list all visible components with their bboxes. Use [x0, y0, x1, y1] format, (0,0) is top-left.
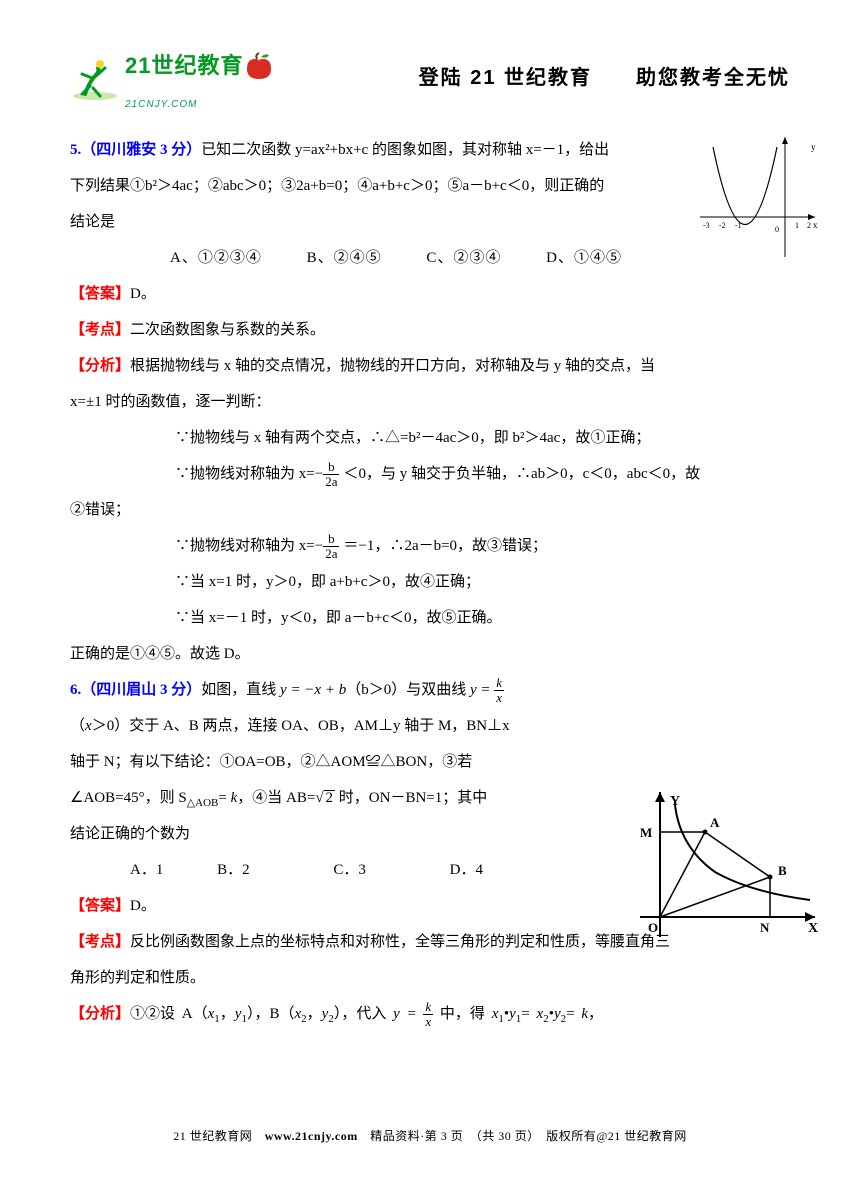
svg-text:1: 1	[795, 221, 799, 230]
q6-stem-line5: 结论正确的个数为	[70, 816, 600, 852]
svg-text:-2: -2	[719, 221, 726, 230]
q5-fenxi-2: x=±1 时的函数值，逐一判断：	[70, 384, 790, 420]
q5-stem-line3: 结论是	[70, 204, 670, 240]
q5-step3: ∵抛物线对称轴为 x=−b2a＝−1，∴2a－b=0，故③错误；	[70, 528, 790, 564]
svg-text:-1: -1	[735, 221, 742, 230]
svg-text:B: B	[778, 863, 787, 878]
svg-text:O: O	[648, 920, 658, 935]
svg-text:X: X	[808, 921, 818, 936]
q5-step4: ∵当 x=1 时，y＞0，即 a+b+c＞0，故④正确；	[70, 564, 790, 600]
content-body: y x -3 -2 -1 0 1 2 5.（四川雅安 3 分）已知二次函数 y=…	[70, 132, 790, 1032]
svg-text:2: 2	[807, 221, 811, 230]
runner-icon	[70, 56, 120, 101]
q6-stem-line4: ∠AOB=45°，则 S△AOB= k，④当 AB=√2 时，ON－BN=1；其…	[70, 780, 600, 816]
footer-url: www.21cnjy.com	[265, 1129, 358, 1143]
svg-text:x: x	[813, 220, 818, 230]
svg-text:0: 0	[775, 225, 779, 234]
svg-text:N: N	[760, 920, 770, 935]
q6-hyperbola-figure: Y X O M A B N	[620, 787, 820, 947]
q5-source: 5.（四川雅安 3 分）	[70, 142, 201, 158]
svg-text:M: M	[640, 825, 652, 840]
q5-answer: 【答案】D。	[70, 276, 790, 312]
q5-step1: ∵抛物线与 x 轴有两个交点，∴△=b²－4ac＞0，即 b²＞4ac，故①正确…	[70, 420, 790, 456]
q6-stem-line2: （x＞0）交于 A、B 两点，连接 OA、OB，AM⊥y 轴于 M，BN⊥x	[70, 708, 600, 744]
q6-fenxi: 【分析】①②设 A（x1，y1），B（x2，y2），代入 y = kx 中，得 …	[70, 996, 790, 1032]
logo: 21世纪教育 21CNJY.COM	[70, 40, 275, 117]
q5-parabola-figure: y x -3 -2 -1 0 1 2	[695, 132, 820, 262]
q5-step2: ∵抛物线对称轴为 x=−b2a＜0，与 y 轴交于负半轴，∴ab＞0，c＜0，a…	[70, 456, 790, 492]
q5-step2-wrong: ②错误；	[70, 492, 790, 528]
q6-stem-line3: 轴于 N；有以下结论：①OA=OB，②△AOM≌△BON，③若	[70, 744, 600, 780]
svg-text:A: A	[710, 815, 720, 830]
q6-kaodian2: 角形的判定和性质。	[70, 960, 790, 996]
svg-text:y: y	[811, 142, 816, 152]
logo-brand-text: 21世纪教育	[125, 40, 243, 93]
q6-stem-line1: 6.（四川眉山 3 分）如图，直线 y = −x + b（b＞0）与双曲线 y …	[70, 672, 600, 708]
q5-stem-line1: 5.（四川雅安 3 分）已知二次函数 y=ax²+bx+c 的图象如图，其对称轴…	[70, 132, 670, 168]
svg-text:-3: -3	[703, 221, 710, 230]
apple-icon	[243, 51, 275, 81]
page-header: 21世纪教育 21CNJY.COM 登陆 21 世纪教育 助您教考全无忧	[70, 40, 790, 117]
q5-options: A、①②③④ B、②④⑤ C、②③④ D、①④⑤	[70, 240, 790, 276]
page-footer: 21 世纪教育网 www.21cnjy.com 精品资料·第 3 页 （共 30…	[70, 1122, 790, 1151]
q5-fenxi-1: 【分析】根据抛物线与 x 轴的交点情况，抛物线的开口方向，对称轴及与 y 轴的交…	[70, 348, 790, 384]
q5-stem-line2: 下列结果①b²＞4ac；②abc＞0；③2a+b=0；④a+b+c＞0；⑤a－b…	[70, 168, 670, 204]
q5-kaodian: 【考点】二次函数图象与系数的关系。	[70, 312, 790, 348]
q5-step5: ∵当 x=－1 时，y＜0，即 a－b+c＜0，故⑤正确。	[70, 600, 790, 636]
header-title: 登陆 21 世纪教育 助您教考全无忧	[419, 54, 790, 102]
logo-url-text: 21CNJY.COM	[125, 93, 275, 117]
q5-conclusion: 正确的是①④⑤。故选 D。	[70, 636, 790, 672]
q6-source: 6.（四川眉山 3 分）	[70, 682, 201, 698]
